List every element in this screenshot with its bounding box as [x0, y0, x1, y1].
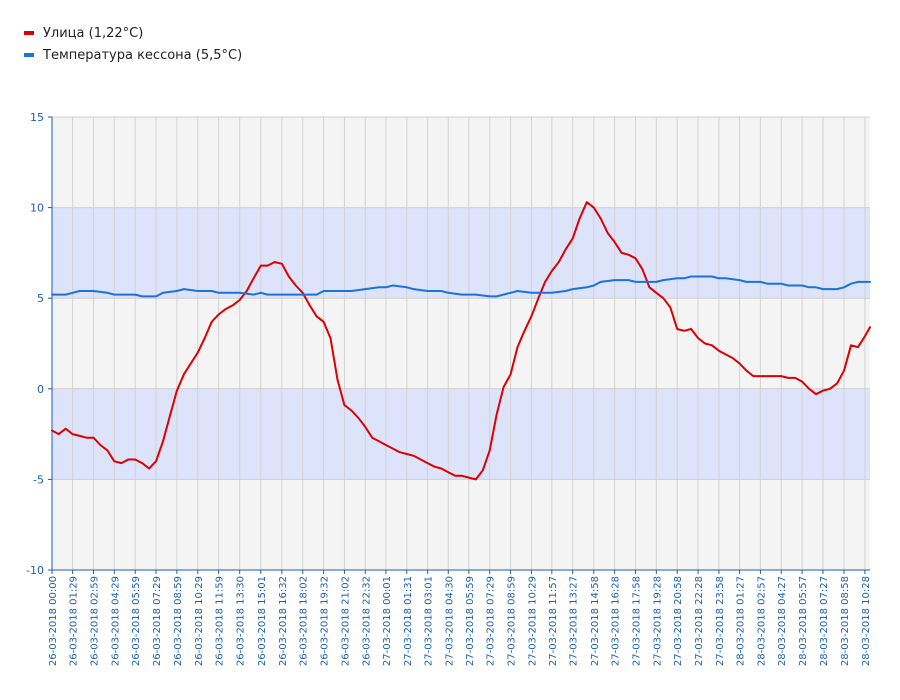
x-tick-label-26: 27-03-2018 14:58 — [590, 576, 601, 666]
legend-item-street[interactable]: Улица (1,22°C) — [24, 22, 242, 44]
legend-label-street: Улица (1,22°C) — [43, 25, 144, 41]
x-tick-label-2: 26-03-2018 02:59 — [89, 576, 100, 666]
x-tick-label-39: 28-03-2018 10:28 — [861, 576, 872, 666]
highlight-band-1 — [52, 388, 870, 480]
x-tick-label-10: 26-03-2018 15:01 — [257, 576, 268, 666]
x-tick-label-0: 26-03-2018 00:00 — [48, 576, 59, 666]
x-tick-label-36: 28-03-2018 05:57 — [798, 576, 809, 666]
series-line-1 — [51, 275, 871, 298]
x-tick-label-32: 27-03-2018 23:58 — [715, 576, 726, 666]
y-tick-label-3: 5 — [37, 292, 44, 305]
x-tick-label-4: 26-03-2018 05:59 — [131, 576, 142, 666]
x-tick-label-28: 27-03-2018 17:58 — [631, 576, 642, 666]
chart-legend: Улица (1,22°C) Температура кессона (5,5°… — [24, 22, 242, 66]
x-tick-label-1: 26-03-2018 01:29 — [69, 576, 80, 666]
x-tick-label-35: 28-03-2018 04:27 — [777, 576, 788, 666]
x-tick-label-27: 27-03-2018 16:28 — [611, 576, 622, 666]
x-tick-label-23: 27-03-2018 10:29 — [527, 576, 538, 666]
x-tick-label-29: 27-03-2018 19:28 — [652, 576, 663, 666]
y-tick-label-2: 0 — [37, 383, 44, 396]
y-tick-label-4: 10 — [30, 202, 44, 215]
y-tick-label-0: -10 — [26, 564, 44, 577]
legend-swatch-street — [24, 31, 34, 35]
legend-item-caisson[interactable]: Температура кессона (5,5°C) — [24, 44, 242, 66]
x-tick-label-19: 27-03-2018 04:30 — [444, 576, 455, 666]
y-tick-label-1: -5 — [33, 473, 44, 486]
x-tick-label-38: 28-03-2018 08:58 — [840, 576, 851, 666]
x-tick-label-12: 26-03-2018 18:02 — [299, 576, 310, 666]
x-tick-label-6: 26-03-2018 08:59 — [173, 576, 184, 666]
x-tick-label-21: 27-03-2018 07:29 — [486, 576, 497, 666]
plot-series — [51, 201, 871, 481]
x-tick-label-24: 27-03-2018 11:57 — [548, 576, 559, 666]
x-tick-label-15: 26-03-2018 22:32 — [361, 576, 372, 666]
plot-background — [52, 117, 870, 570]
x-tick-label-13: 26-03-2018 19:32 — [320, 576, 331, 666]
y-tick-label-5: 15 — [30, 111, 44, 124]
highlight-band-0 — [52, 207, 870, 299]
x-tick-label-17: 27-03-2018 01:31 — [403, 576, 414, 666]
x-tick-label-20: 27-03-2018 05:59 — [465, 576, 476, 666]
x-tick-label-7: 26-03-2018 10:29 — [194, 576, 205, 666]
series-line-0 — [51, 201, 871, 481]
plot-area — [52, 117, 870, 570]
x-tick-label-14: 26-03-2018 21:02 — [340, 576, 351, 666]
x-tick-label-16: 27-03-2018 00:01 — [382, 576, 393, 666]
x-tick-label-30: 27-03-2018 20:58 — [673, 576, 684, 666]
x-tick-label-3: 26-03-2018 04:29 — [110, 576, 121, 666]
x-tick-label-22: 27-03-2018 08:59 — [507, 576, 518, 666]
x-tick-label-31: 27-03-2018 22:28 — [694, 576, 705, 666]
x-tick-label-34: 28-03-2018 02:57 — [756, 576, 767, 666]
x-tick-label-11: 26-03-2018 16:32 — [278, 576, 289, 666]
x-tick-label-37: 28-03-2018 07:27 — [819, 576, 830, 666]
x-tick-label-5: 26-03-2018 07:29 — [152, 576, 163, 666]
x-tick-label-25: 27-03-2018 13:27 — [569, 576, 580, 666]
legend-swatch-caisson — [24, 53, 34, 57]
legend-label-caisson: Температура кессона (5,5°C) — [43, 47, 243, 63]
x-tick-label-9: 26-03-2018 13:30 — [236, 576, 247, 666]
x-tick-label-18: 27-03-2018 03:01 — [424, 576, 435, 666]
x-tick-label-8: 26-03-2018 11:59 — [215, 576, 226, 666]
plot-axes: -10 -5 0 5 10 15 26-03-2018 00:00 26-03-2018 01… — [26, 111, 872, 666]
x-tick-label-33: 28-03-2018 01:27 — [736, 576, 747, 666]
